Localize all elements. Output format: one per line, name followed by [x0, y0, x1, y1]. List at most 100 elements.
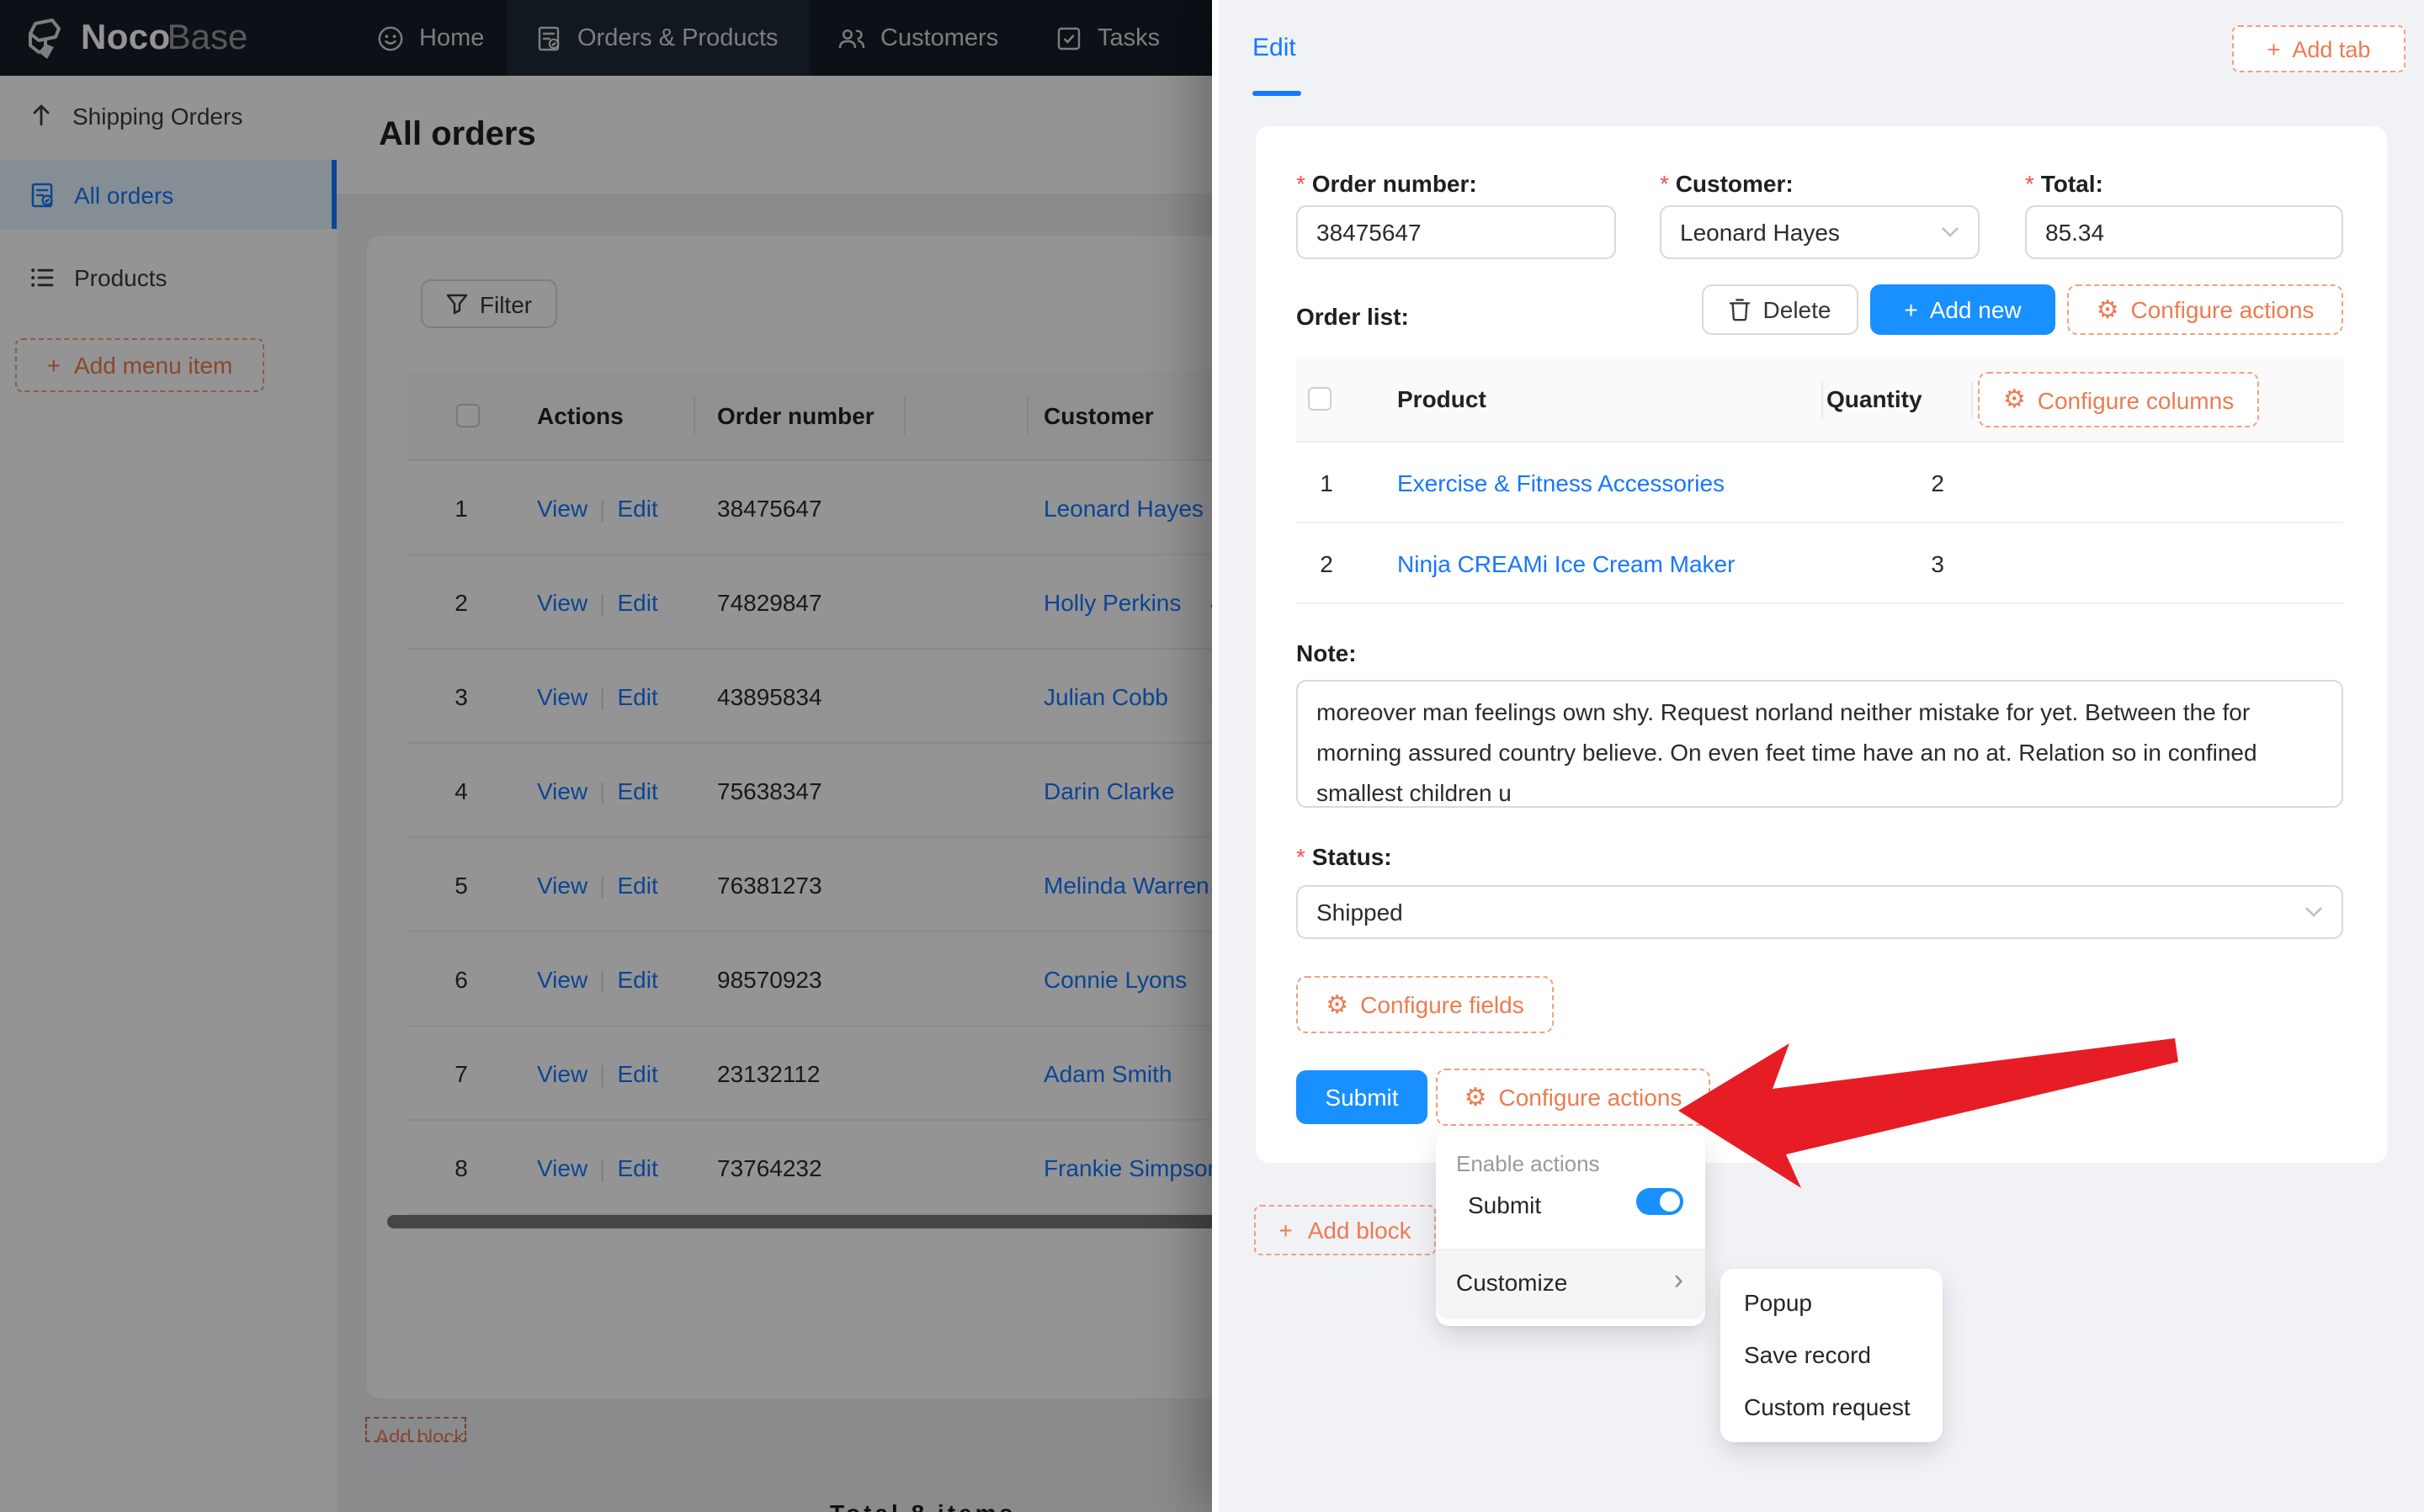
configure-columns-button[interactable]: ⚙ Configure columns — [1978, 372, 2259, 427]
note-value: moreover man feelings own shy. Request n… — [1316, 698, 2257, 806]
row-index: 4 — [454, 777, 468, 804]
edit-link[interactable]: Edit — [617, 588, 658, 615]
customer-link[interactable]: Melinda Warren — [1044, 871, 1209, 898]
customer-value: Leonard Hayes — [1680, 219, 1840, 246]
status-select[interactable]: Shipped — [1296, 885, 2343, 939]
column-header-quantity: Quantity — [1826, 385, 1922, 412]
customer-link[interactable]: Leonard Hayes — [1044, 494, 1204, 521]
nav-item-home[interactable]: Home — [377, 0, 484, 76]
subtable-row: 1 Exercise & Fitness Accessories 2 — [1296, 443, 2343, 523]
drawer-edge — [1212, 0, 1219, 1512]
add-new-label: Add new — [1929, 296, 2022, 323]
product-link[interactable]: Ninja CREAMi Ice Cream Maker — [1397, 549, 1736, 576]
note-label: Note: — [1296, 639, 1357, 666]
configure-columns-label: Configure columns — [2037, 386, 2235, 413]
add-block-button-clipped[interactable]: Add block — [365, 1417, 466, 1442]
page-title: All orders — [379, 116, 536, 153]
nocobase-logo[interactable]: NocoBase — [24, 0, 247, 76]
configure-fields-button[interactable]: ⚙ Configure fields — [1296, 976, 1554, 1033]
subtable-select-all-checkbox[interactable] — [1308, 387, 1332, 411]
link-divider: | — [599, 965, 606, 992]
trash-icon — [1730, 299, 1751, 321]
view-link[interactable]: View — [537, 965, 588, 992]
add-tab-button[interactable]: + Add tab — [2232, 25, 2405, 72]
add-new-button[interactable]: + Add new — [1870, 284, 2055, 335]
order-list-label: Order list: — [1296, 303, 1409, 330]
configure-actions-button-form[interactable]: ⚙ Configure actions — [1436, 1069, 1710, 1126]
submit-button[interactable]: Submit — [1296, 1070, 1427, 1124]
note-textarea[interactable]: moreover man feelings own shy. Request n… — [1296, 680, 2343, 808]
total-input[interactable]: 85.34 — [2025, 205, 2343, 259]
edit-link[interactable]: Edit — [617, 494, 658, 521]
view-link[interactable]: View — [537, 871, 588, 898]
submenu-item-save-record[interactable]: Save record — [1744, 1341, 1871, 1368]
edit-link[interactable]: Edit — [617, 682, 658, 709]
submit-toggle-on[interactable] — [1636, 1188, 1683, 1215]
dropdown-item-customize[interactable]: Customize › — [1436, 1250, 1705, 1319]
quantity-cell: 2 — [1931, 469, 1944, 496]
column-divider — [1971, 382, 1973, 419]
edit-link[interactable]: Edit — [617, 1154, 658, 1180]
status-label: Status: — [1296, 843, 1392, 870]
dropdown-item-submit[interactable]: Submit — [1468, 1191, 1542, 1218]
customer-link[interactable]: Holly Perkins — [1044, 588, 1182, 615]
view-link[interactable]: View — [537, 1059, 588, 1086]
edit-drawer: Edit + Add tab Order number: Customer: T… — [1212, 0, 2424, 1512]
edit-link[interactable]: Edit — [617, 871, 658, 898]
view-link[interactable]: View — [537, 777, 588, 804]
order-number-cell: 38475647 — [717, 494, 822, 521]
view-link[interactable]: View — [537, 682, 588, 709]
select-all-checkbox[interactable] — [456, 403, 480, 427]
link-divider: | — [599, 871, 606, 898]
customer-select[interactable]: Leonard Hayes — [1660, 205, 1980, 259]
customer-link[interactable]: Frankie Simpson — [1044, 1154, 1221, 1180]
view-link[interactable]: View — [537, 1154, 588, 1180]
nav-item-tasks[interactable]: Tasks — [1055, 0, 1160, 76]
plus-icon: + — [1278, 1217, 1293, 1244]
total-label: Total: — [2025, 170, 2103, 197]
customer-link[interactable]: Julian Cobb — [1044, 682, 1168, 709]
column-header-order-number: Order number — [717, 402, 874, 429]
total-value: 85.34 — [2045, 219, 2105, 246]
dropdown-divider — [1436, 1249, 1705, 1250]
link-divider: | — [599, 588, 606, 615]
customer-link[interactable]: Darin Clarke — [1044, 777, 1175, 804]
order-number-cell: 73764232 — [717, 1154, 822, 1180]
drawer-add-block-button[interactable]: + Add block — [1254, 1205, 1436, 1255]
submit-label: Submit — [1325, 1084, 1399, 1111]
nav-item-customers[interactable]: Customers — [837, 0, 998, 76]
cube-logo-icon — [29, 18, 61, 58]
plus-icon: + — [1904, 296, 1918, 323]
logo-text-secondary: Base — [167, 18, 248, 56]
edit-link[interactable]: Edit — [617, 965, 658, 992]
customer-link[interactable]: Connie Lyons — [1044, 965, 1188, 992]
product-link[interactable]: Exercise & Fitness Accessories — [1397, 469, 1725, 496]
filter-button[interactable]: Filter — [421, 279, 557, 328]
order-number-input[interactable]: 38475647 — [1296, 205, 1616, 259]
sidebar-item-shipping-orders[interactable]: Shipping Orders — [0, 81, 337, 150]
edit-link[interactable]: Edit — [617, 1059, 658, 1086]
edit-link[interactable]: Edit — [617, 777, 658, 804]
submenu-item-custom-request[interactable]: Custom request — [1744, 1393, 1911, 1420]
sidebar-item-products[interactable]: Products — [0, 242, 337, 311]
customer-link[interactable]: Adam Smith — [1044, 1059, 1172, 1086]
column-header-product: Product — [1397, 385, 1486, 412]
submenu-item-popup[interactable]: Popup — [1744, 1289, 1812, 1316]
sidebar-item-all-orders[interactable]: All orders — [0, 160, 337, 229]
view-link[interactable]: View — [537, 588, 588, 615]
tab-edit[interactable]: Edit — [1252, 34, 1296, 62]
gear-icon: ⚙ — [1464, 1081, 1487, 1111]
subtable-header: Product Quantity ⚙ Configure columns — [1296, 357, 2343, 443]
nav-item-orders-products[interactable]: Orders & Products — [507, 0, 810, 76]
file-check-icon — [31, 182, 53, 207]
tab-active-indicator — [1252, 91, 1301, 96]
delete-button[interactable]: Delete — [1702, 284, 1858, 335]
filter-label: Filter — [479, 290, 533, 317]
delete-label: Delete — [1762, 296, 1831, 323]
add-tab-label: Add tab — [2292, 36, 2371, 61]
subtable-row: 2 Ninja CREAMi Ice Cream Maker 3 — [1296, 523, 2343, 604]
row-index: 2 — [1320, 549, 1333, 576]
add-menu-item-button[interactable]: + Add menu item — [15, 338, 264, 392]
view-link[interactable]: View — [537, 494, 588, 521]
configure-actions-button-subtable[interactable]: ⚙ Configure actions — [2067, 284, 2343, 335]
